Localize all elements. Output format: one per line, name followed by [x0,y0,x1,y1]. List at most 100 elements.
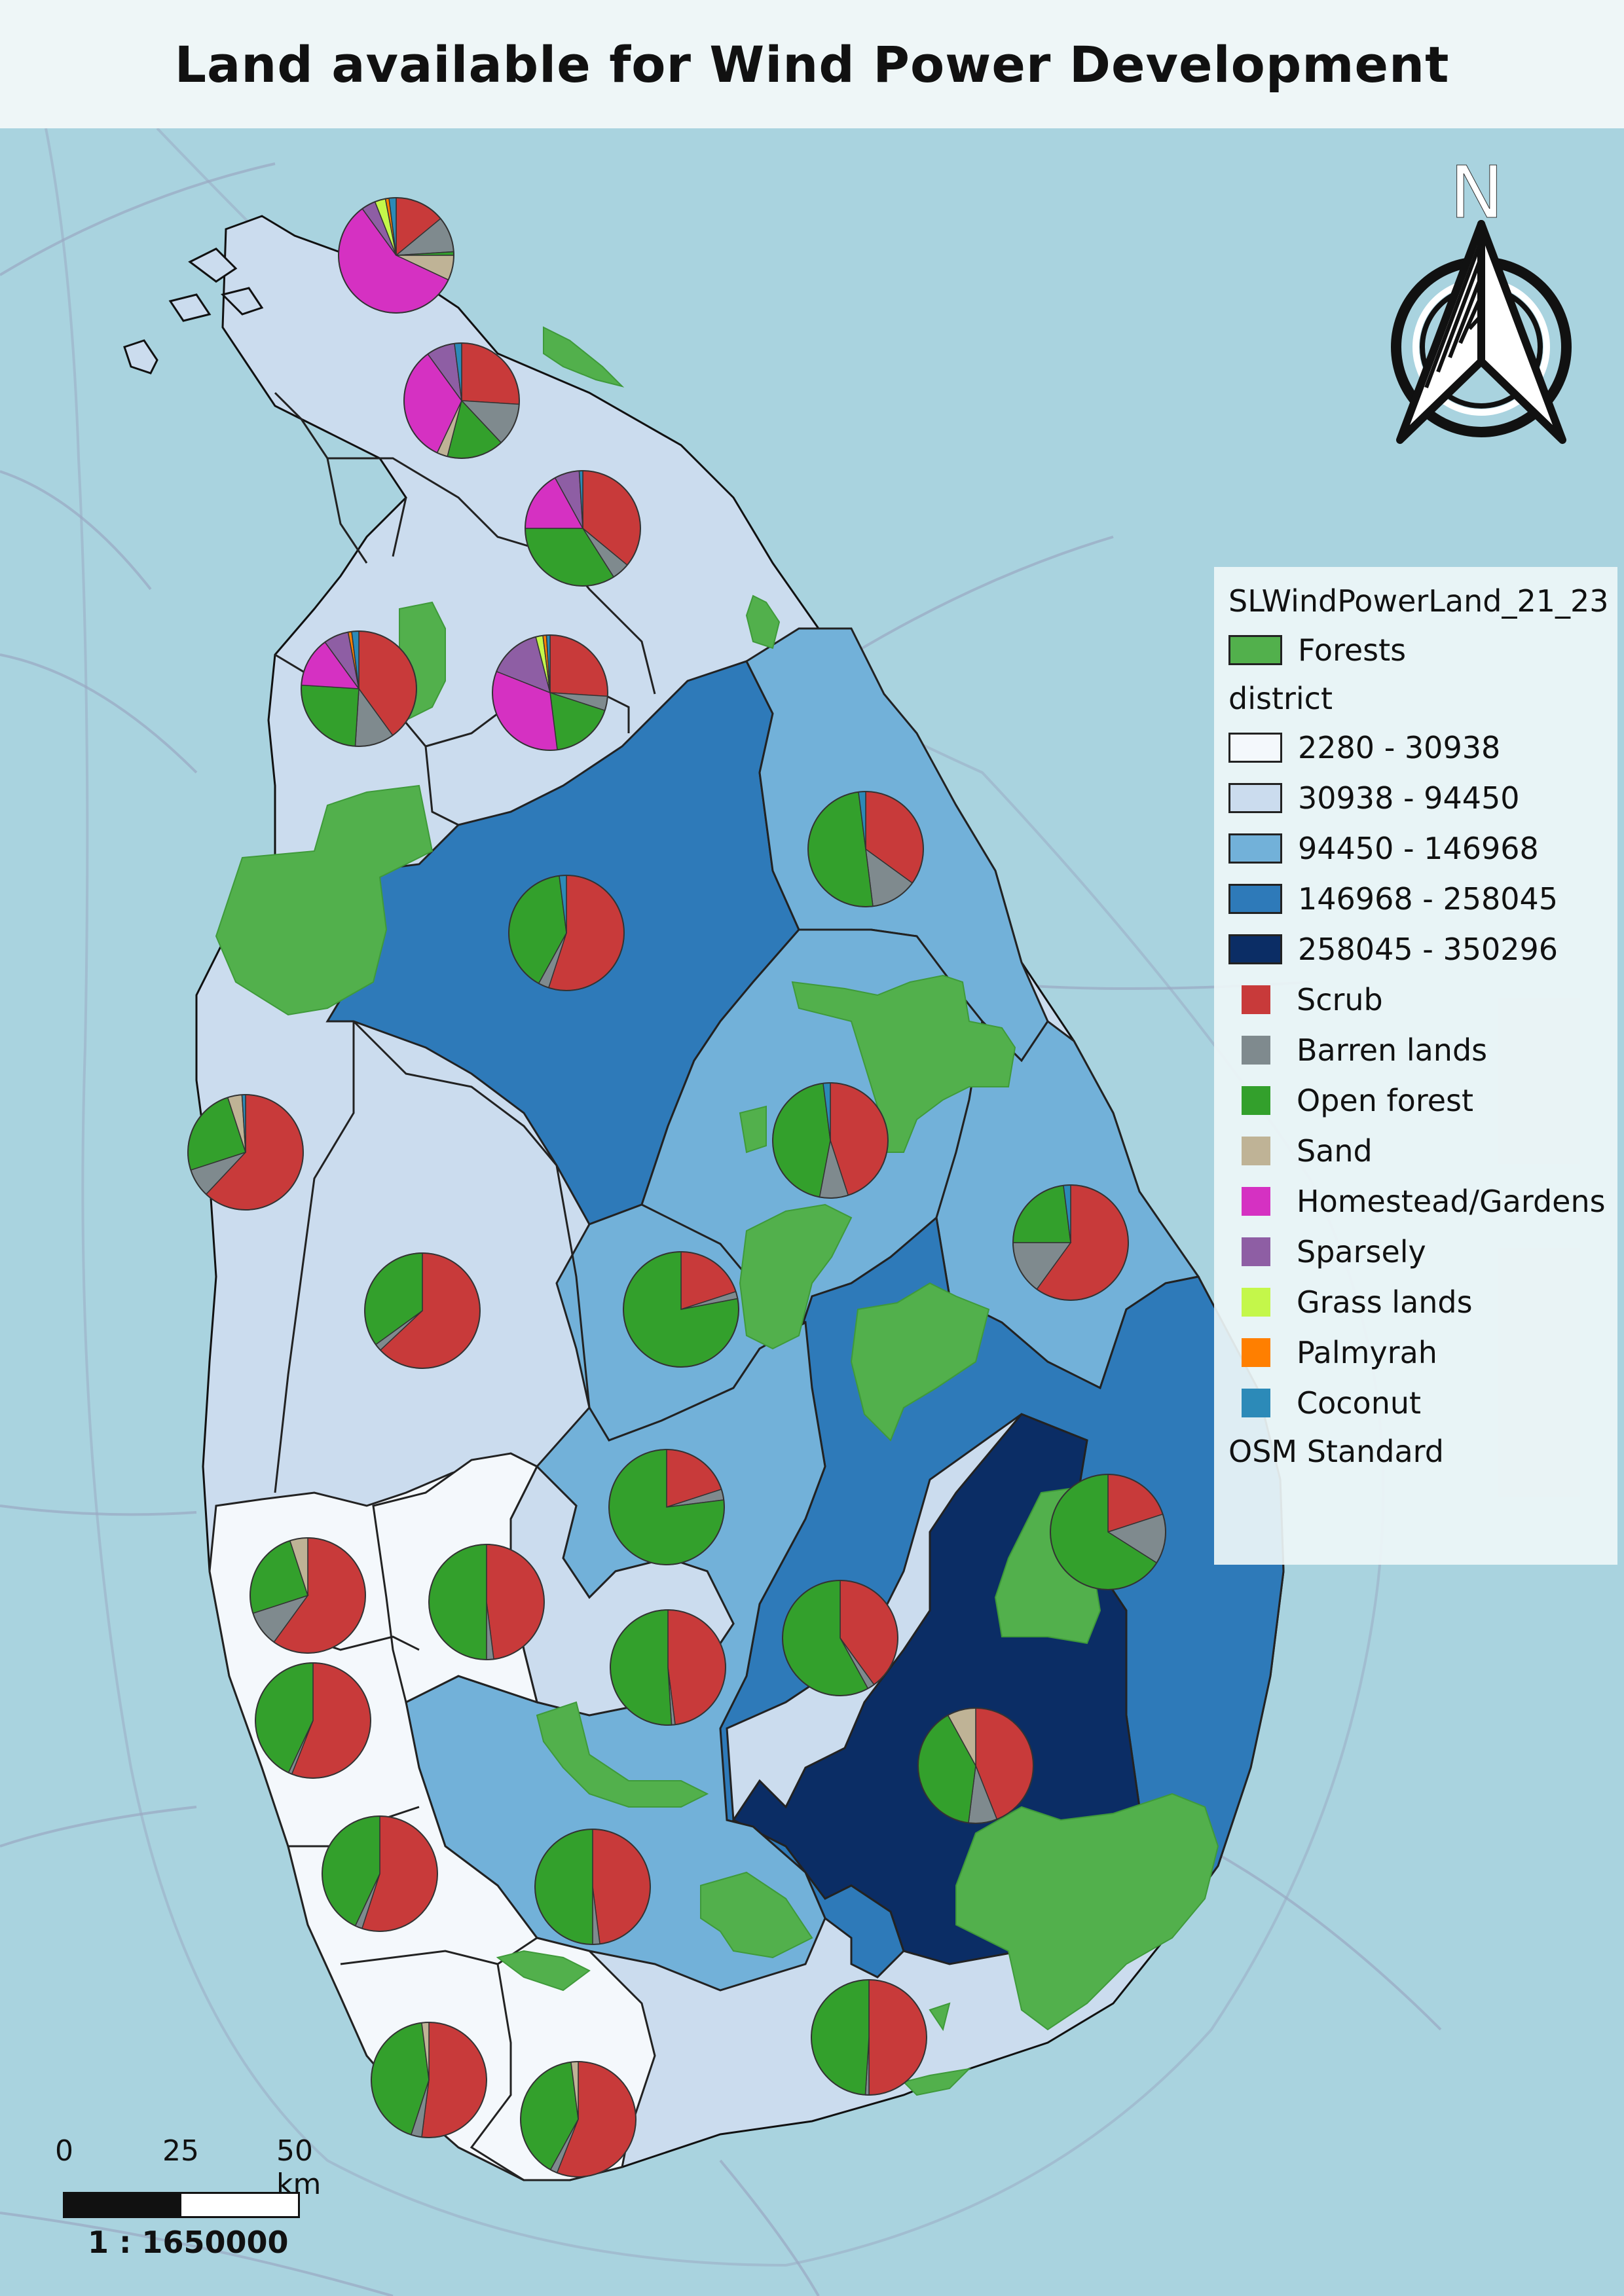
pie-chart[interactable] [623,1251,739,1368]
land-use-label: Sand [1297,1133,1373,1169]
legend-land-use: Open forest [1228,1075,1617,1125]
pie-outline [364,1252,481,1369]
pie-chart[interactable] [534,1829,651,1945]
land-use-label: Grass lands [1297,1284,1473,1320]
land-use-label: Homestead/Gardens [1297,1183,1606,1219]
legend-forest-label: Forests [1298,632,1407,668]
northern-islands [123,247,264,374]
pie-outline [807,791,924,907]
pie-outline [322,1815,438,1932]
land-use-label: Coconut [1297,1385,1422,1421]
pie-chart[interactable] [782,1580,898,1696]
pie-outline [520,2061,637,2178]
pie-chart[interactable] [508,875,625,991]
pie-outline [255,1662,371,1779]
pie-chart[interactable] [1012,1184,1129,1301]
pie-chart[interactable] [772,1082,889,1199]
legend-district-class: 30938 - 94450 [1228,773,1617,823]
district-class-label: 258045 - 350296 [1298,931,1559,967]
pie-outline [249,1537,366,1654]
pie-outline [428,1544,545,1660]
district-class-label: 146968 - 258045 [1298,881,1559,917]
pie-outline [1050,1474,1166,1590]
pie-chart[interactable] [492,634,608,751]
pie-chart[interactable] [520,2061,637,2178]
land-use-swatch [1242,1287,1270,1317]
pie-outline [610,1609,726,1726]
legend-district-classes: 2280 - 30938 30938 - 94450 94450 - 146968 1… [1228,722,1617,974]
forest-swatch [1228,634,1282,665]
land-use-label: Open forest [1297,1082,1474,1118]
district-class-label: 30938 - 94450 [1298,780,1520,816]
pie-outline [508,875,625,991]
pie-chart[interactable] [403,342,520,459]
land-use-label: Barren lands [1297,1032,1488,1068]
land-use-swatch [1242,1237,1270,1266]
scale-tick-0: 0 [55,2134,73,2168]
pie-chart[interactable] [338,197,454,314]
land-use-swatch [1242,985,1270,1014]
pie-chart[interactable] [255,1662,371,1779]
pie-outline [187,1094,304,1211]
pie-chart[interactable] [608,1449,725,1565]
land-use-swatch [1242,1085,1270,1115]
pie-outline [492,634,608,751]
legend-district-class: 94450 - 146968 [1228,823,1617,873]
legend-district-class: 146968 - 258045 [1228,873,1617,924]
district-class-swatch [1228,934,1282,964]
pie-chart[interactable] [322,1815,438,1932]
pie-chart[interactable] [917,1707,1034,1824]
district-class-swatch [1228,883,1282,914]
map-title: Land available for Wind Power Developmen… [174,35,1450,94]
land-use-label: Scrub [1297,981,1383,1017]
legend-layer-title: SLWindPowerLand_21_23 [1228,583,1609,619]
north-label: N [1450,152,1504,234]
legend-land-use: Barren lands [1228,1025,1617,1075]
land-use-label: Sparsely [1297,1233,1426,1269]
pie-chart[interactable] [364,1252,481,1369]
legend-district-title: district [1228,681,1333,716]
legend-basemap: OSM Standard [1228,1434,1444,1469]
legend-panel: SLWindPowerLand_21_23 Forests district 2… [1214,567,1617,1565]
scale-bar [63,2192,300,2218]
pie-chart[interactable] [371,2022,487,2138]
pie-outline [917,1707,1034,1824]
pie-outline [338,197,454,314]
legend-land-uses: Scrub Barren lands Open forest Sand Homestea… [1228,974,1617,1428]
land-use-swatch [1242,1136,1270,1165]
scale-tick-50: 50 km [276,2134,322,2201]
land-use-label: Palmyrah [1297,1334,1437,1370]
pie-outline [403,342,520,459]
scale-tick-25: 25 [162,2134,199,2168]
scale-ratio: 1 : 1650000 [88,2225,289,2260]
pie-outline [301,630,417,747]
pie-outline [371,2022,487,2138]
legend-item-forests: Forests [1228,625,1617,675]
pie-outline [534,1829,651,1945]
pie-chart[interactable] [187,1094,304,1211]
pie-chart[interactable] [428,1544,545,1660]
legend-district-class: 2280 - 30938 [1228,722,1617,773]
pie-chart[interactable] [610,1609,726,1726]
pie-chart[interactable] [807,791,924,907]
pie-outline [772,1082,889,1199]
pie-chart[interactable] [1050,1474,1166,1590]
district-class-label: 2280 - 30938 [1298,729,1501,765]
pie-chart[interactable] [249,1537,366,1654]
legend-land-use: Sand [1228,1125,1617,1176]
legend-land-use: Homestead/Gardens [1228,1176,1617,1226]
pie-chart[interactable] [301,630,417,747]
legend-land-use: Grass lands [1228,1277,1617,1327]
pie-outline [623,1251,739,1368]
pie-outline [1012,1184,1129,1301]
land-use-swatch [1242,1035,1270,1065]
pie-chart[interactable] [525,470,641,587]
pie-outline [782,1580,898,1696]
district-class-swatch [1228,732,1282,763]
legend-district-class: 258045 - 350296 [1228,924,1617,974]
pie-charts[interactable] [187,197,1166,2178]
pie-outline [811,1979,927,2096]
legend-land-use: Coconut [1228,1377,1617,1428]
pie-chart[interactable] [811,1979,927,2096]
district-class-label: 94450 - 146968 [1298,830,1539,866]
